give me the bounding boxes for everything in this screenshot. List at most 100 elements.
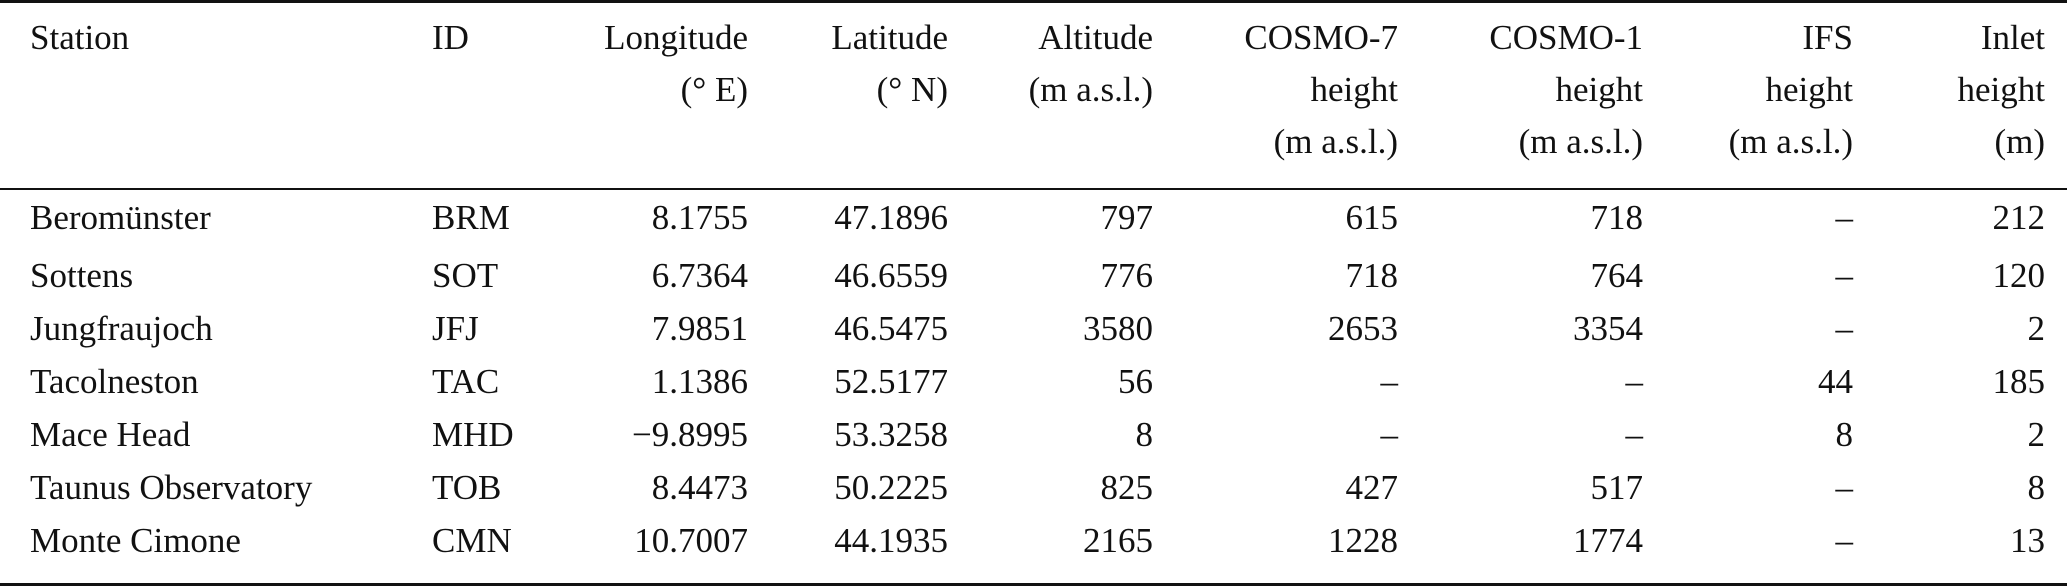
cell-longitude: 6.7364 [651, 256, 748, 295]
cell-ifs-height: – [1835, 198, 1854, 237]
cell-cosmo7-height: 1228 [1328, 521, 1398, 560]
cell-longitude: 10.7007 [634, 521, 748, 560]
header-longitude-line-1: Longitude [604, 18, 748, 57]
cell-cosmo1-height: – [1625, 415, 1644, 454]
header-longitude: Longitude (° E) [570, 0, 770, 176]
header-station: Station [0, 0, 420, 176]
header-ifs: IFS height (m a.s.l.) [1665, 0, 1875, 176]
cell-station: Tacolneston [30, 362, 199, 401]
cell-longitude: 8.4473 [651, 468, 748, 507]
cell-latitude: 46.5475 [834, 309, 948, 348]
header-ifs-line-2: height [1765, 70, 1853, 109]
header-inlet: Inlet height (m) [1875, 0, 2067, 176]
cell-latitude: 44.1935 [834, 521, 948, 560]
station-table: Station ID Longitude (° E) Latitude (° N… [0, 0, 2067, 567]
cell-cosmo7-height: – [1380, 415, 1399, 454]
cell-ifs-height: – [1835, 521, 1854, 560]
cell-altitude: 8 [1135, 415, 1154, 454]
cell-altitude: 825 [1100, 468, 1154, 507]
cell-inlet-height: 185 [1992, 362, 2046, 401]
header-latitude: Latitude (° N) [770, 0, 970, 176]
cell-longitude: −9.8995 [632, 415, 748, 454]
cell-cosmo7-height: – [1380, 362, 1399, 401]
cell-inlet-height: 13 [2010, 521, 2045, 560]
header-latitude-line-1: Latitude [831, 18, 948, 57]
header-cosmo7: COSMO-7 height (m a.s.l.) [1175, 0, 1420, 176]
table-row: Monte Cimone CMN 10.7007 44.1935 2165 1228 177… [0, 514, 2067, 567]
cell-id: JFJ [432, 309, 479, 348]
cell-altitude: 3580 [1083, 309, 1153, 348]
header-id: ID [420, 0, 570, 176]
cell-station: Mace Head [30, 415, 191, 454]
table-row: Jungfraujoch JFJ 7.9851 46.5475 3580 2653 3354… [0, 302, 2067, 355]
cell-altitude: 776 [1100, 256, 1154, 295]
cell-station: Beromünster [30, 198, 211, 237]
cell-cosmo7-height: 718 [1345, 256, 1399, 295]
table-body: Beromünster BRM 8.1755 47.1896 797 615 718–212… [0, 176, 2067, 567]
cell-longitude: 7.9851 [651, 309, 748, 348]
cell-ifs-height: – [1835, 309, 1854, 348]
top-rule [0, 0, 2067, 3]
header-row: Station ID Longitude (° E) Latitude (° N… [0, 0, 2067, 176]
cell-station: Jungfraujoch [30, 309, 213, 348]
cell-id: TOB [432, 468, 502, 507]
cell-cosmo1-height: 764 [1590, 256, 1644, 295]
cell-id: CMN [432, 521, 512, 560]
cell-inlet-height: 8 [2027, 468, 2046, 507]
cell-latitude: 52.5177 [834, 362, 948, 401]
cell-inlet-height: 120 [1992, 256, 2046, 295]
header-rule [0, 188, 2067, 190]
header-altitude-line-1: Altitude [1038, 18, 1153, 57]
cell-altitude: 56 [1118, 362, 1153, 401]
header-cosmo7-line-3: (m a.s.l.) [1273, 122, 1398, 161]
cell-latitude: 47.1896 [834, 198, 948, 237]
cell-latitude: 53.3258 [834, 415, 948, 454]
cell-latitude: 50.2225 [834, 468, 948, 507]
header-altitude-line-2: (m a.s.l.) [1028, 70, 1153, 109]
header-longitude-line-2: (° E) [680, 70, 748, 109]
header-cosmo1-line-3: (m a.s.l.) [1518, 122, 1643, 161]
header-ifs-line-1: IFS [1802, 18, 1853, 57]
table-header: Station ID Longitude (° E) Latitude (° N… [0, 0, 2067, 176]
cell-cosmo1-height: 3354 [1573, 309, 1643, 348]
cell-ifs-height: – [1835, 468, 1854, 507]
cell-id: TAC [432, 362, 500, 401]
cell-longitude: 1.1386 [651, 362, 748, 401]
cell-station: Taunus Observatory [30, 468, 313, 507]
cell-cosmo1-height: – [1625, 362, 1644, 401]
header-cosmo7-line-2: height [1310, 70, 1398, 109]
header-cosmo1: COSMO-1 height (m a.s.l.) [1420, 0, 1665, 176]
cell-cosmo1-height: 1774 [1573, 521, 1643, 560]
cell-id: BRM [432, 198, 510, 237]
cell-longitude: 8.1755 [651, 198, 748, 237]
cell-inlet-height: 212 [1992, 198, 2046, 237]
cell-cosmo7-height: 2653 [1328, 309, 1398, 348]
table-row: Beromünster BRM 8.1755 47.1896 797 615 718 – 212 [0, 176, 2067, 249]
cell-altitude: 797 [1100, 198, 1154, 237]
cell-inlet-height: 2 [2027, 309, 2046, 348]
cell-altitude: 2165 [1083, 521, 1153, 560]
cell-ifs-height: – [1835, 256, 1854, 295]
cell-cosmo1-height: 517 [1590, 468, 1644, 507]
cell-id: MHD [432, 415, 514, 454]
header-inlet-line-3: (m) [1994, 122, 2045, 161]
table-row: Taunus Observatory TOB 8.4473 50.2225 825 427… [0, 461, 2067, 514]
table-row: Tacolneston TAC 1.1386 52.5177 56 – – 44 185 [0, 355, 2067, 408]
header-altitude: Altitude (m a.s.l.) [970, 0, 1175, 176]
table-row: Mace Head MHD −9.8995 53.3258 8 – – 8 2 [0, 408, 2067, 461]
header-ifs-line-3: (m a.s.l.) [1728, 122, 1853, 161]
bottom-rule [0, 583, 2067, 586]
header-inlet-line-2: height [1957, 70, 2045, 109]
header-station-line: Station [30, 18, 130, 57]
cell-station: Monte Cimone [30, 521, 241, 560]
cell-inlet-height: 2 [2027, 415, 2046, 454]
cell-id: SOT [432, 256, 499, 295]
header-cosmo1-line-2: height [1555, 70, 1643, 109]
cell-cosmo1-height: 718 [1590, 198, 1644, 237]
cell-cosmo7-height: 427 [1345, 468, 1399, 507]
header-inlet-line-1: Inlet [1980, 18, 2045, 57]
cell-station: Sottens [30, 256, 134, 295]
header-cosmo7-line-1: COSMO-7 [1244, 18, 1398, 57]
header-latitude-line-2: (° N) [876, 70, 948, 109]
